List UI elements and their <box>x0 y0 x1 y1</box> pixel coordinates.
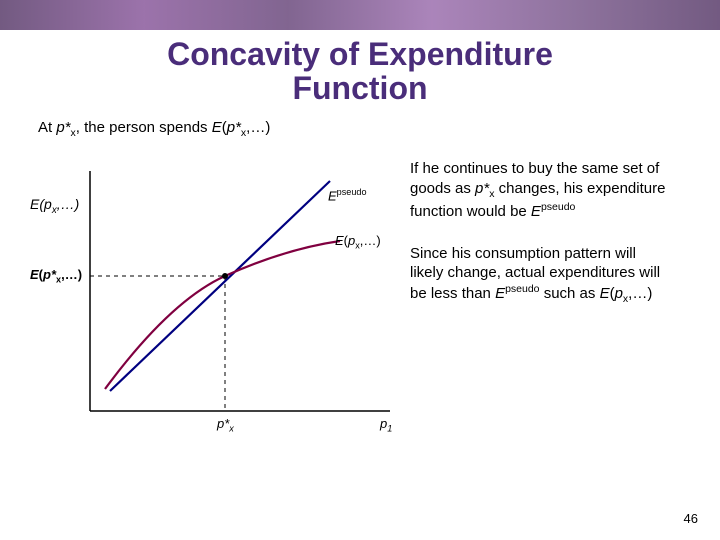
intro-E: E <box>212 119 222 136</box>
x-axis-label: p1 <box>380 416 392 434</box>
intro-text: At p*x, the person spends E(p*x,…) <box>38 119 720 139</box>
intro-pstar: p* <box>56 119 70 136</box>
xa-sub: 1 <box>387 424 392 434</box>
p2-E2: E <box>600 285 610 302</box>
intro-prefix: At <box>38 119 56 136</box>
y-p: p <box>44 196 52 212</box>
pseudo-sup: pseudo <box>337 187 367 197</box>
y-rest: ,…) <box>57 196 80 212</box>
act-E: E <box>335 233 344 248</box>
actual-curve-label: E(px,…) <box>335 233 381 251</box>
paragraph-2: Since his consumption pattern will likel… <box>410 244 672 307</box>
paragraph-1: If he continues to buy the same set of g… <box>410 159 672 222</box>
top-banner <box>0 0 720 30</box>
p2-t2: such as <box>540 285 600 302</box>
pseudo-E: E <box>328 189 337 204</box>
chart-svg <box>30 141 410 441</box>
p2-p: p <box>615 285 623 302</box>
y-E: E <box>30 196 39 212</box>
xtick-sub: x <box>229 424 234 434</box>
pseudo-curve-label: Epseudo <box>328 187 367 203</box>
p1-Esup: pseudo <box>541 201 575 213</box>
pty-rest: ,…) <box>61 267 82 282</box>
pty-E: E <box>30 267 39 282</box>
intro-argrest: ,…) <box>246 119 270 136</box>
p2-rest: ,…) <box>628 285 652 302</box>
p2-E1: E <box>495 285 505 302</box>
x-tick-label: p*x <box>217 416 234 434</box>
intro-argp: p* <box>227 119 241 136</box>
chart-area: E(px,…) E(p*x,…) Epseudo E(px,…) p*x p1 <box>30 141 410 461</box>
intro-mid: , the person spends <box>76 119 212 136</box>
text-column: If he continues to buy the same set of g… <box>410 141 690 461</box>
y-axis-label: E(px,…) <box>30 196 79 216</box>
xtick-p: p* <box>217 416 229 431</box>
content-row: E(px,…) E(p*x,…) Epseudo E(px,…) p*x p1 … <box>0 141 720 461</box>
slide-title: Concavity of Expenditure Function <box>0 38 720 105</box>
p2-E1sup: pseudo <box>505 283 539 295</box>
tangent-y-label: E(p*x,…) <box>30 267 82 285</box>
title-line-2: Function <box>0 72 720 106</box>
slide-number: 46 <box>684 511 698 526</box>
title-line-1: Concavity of Expenditure <box>0 38 720 72</box>
p1-p: p* <box>475 180 489 197</box>
act-rest: ,…) <box>360 233 381 248</box>
pty-p: p* <box>43 267 56 282</box>
p1-E: E <box>531 203 541 220</box>
